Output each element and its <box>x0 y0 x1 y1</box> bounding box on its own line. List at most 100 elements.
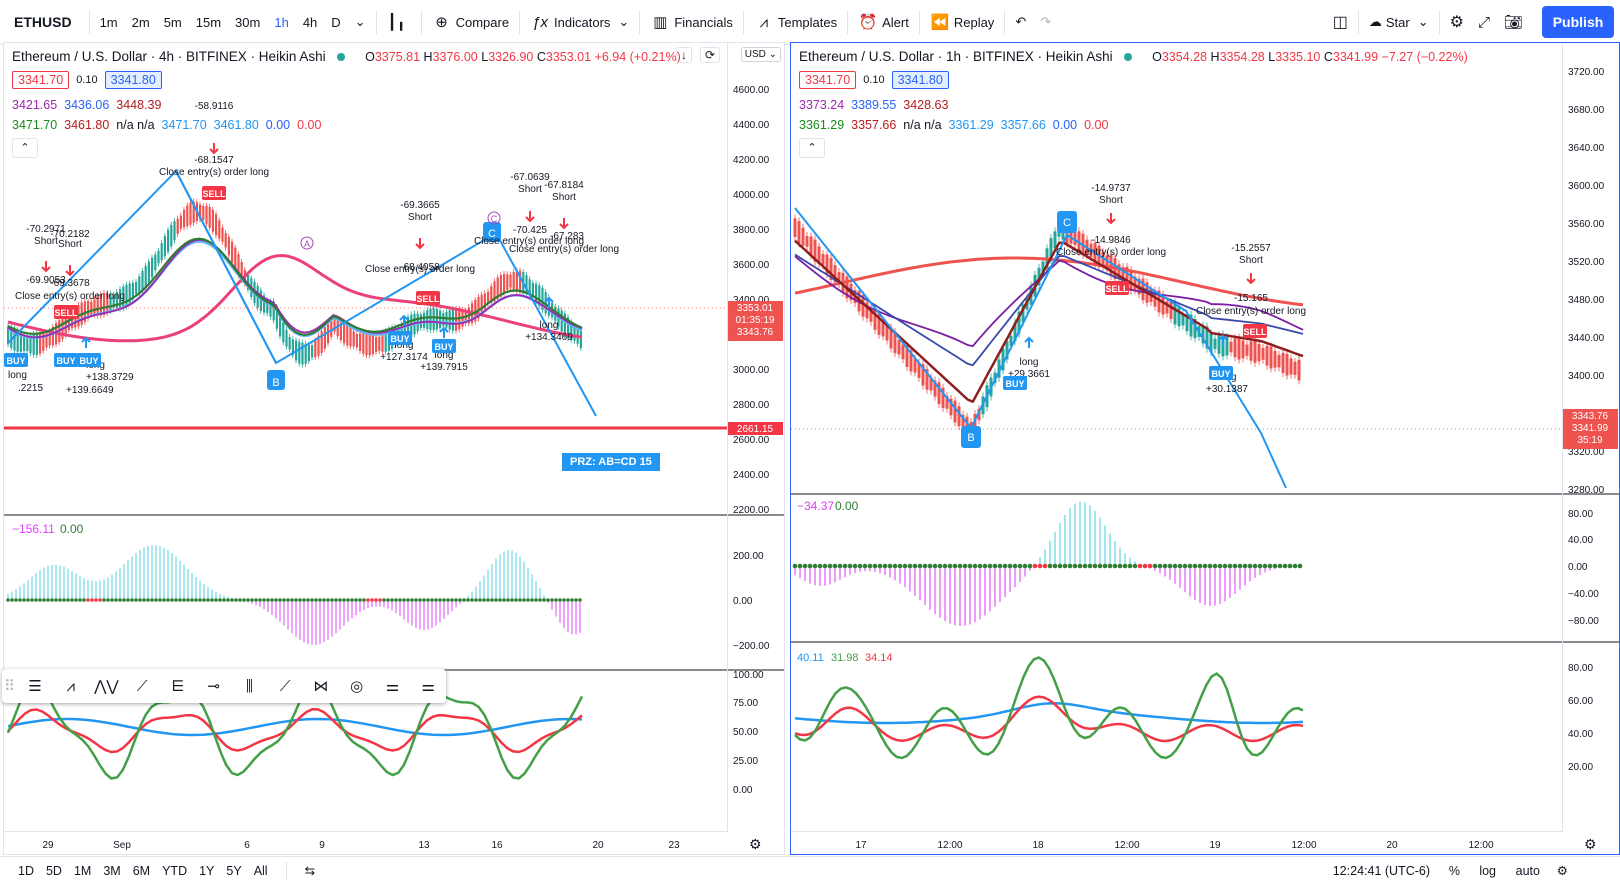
range-1m[interactable]: 1M <box>73 863 92 878</box>
more-lines-icon[interactable]: ⚌ <box>421 678 435 695</box>
indicator-legend-2[interactable]: 3361.29 3357.66 n/a n/a 3361.29 3357.66 … <box>799 118 1109 132</box>
chart-type-button[interactable]: ┃╻ <box>380 0 418 44</box>
buy-price-button[interactable]: 3341.80 <box>891 71 949 89</box>
price-tick-label: 3600.00 <box>1568 181 1605 192</box>
templates-button[interactable]: ⩘ Templates <box>747 0 844 44</box>
zero-cross-dot <box>932 563 938 569</box>
interval-5m[interactable]: 5m <box>163 14 182 30</box>
elliott-wave-icon[interactable]: ⩘ <box>66 677 75 695</box>
zero-cross-dot <box>558 598 562 602</box>
interval-30m[interactable]: 30m <box>235 14 261 30</box>
collapse-legend-button[interactable]: ⌃ <box>799 138 825 158</box>
fib-retracement-icon[interactable]: ☰ <box>28 678 42 695</box>
horizontal-ray-icon[interactable]: ⊸ <box>207 678 220 695</box>
candle-body <box>275 307 278 329</box>
price-tick-label: 3400.00 <box>1568 371 1605 382</box>
fx-icon: ƒx <box>532 13 548 31</box>
candle-body <box>1157 290 1161 313</box>
arrow-down-icon[interactable]: ↓ <box>675 47 692 63</box>
chart-pane-left[interactable]: 4600.00 4400.00 4200.00 4000.00 3800.00 3600.… <box>3 42 785 855</box>
goto-date-icon[interactable]: ⇆ <box>304 864 316 878</box>
interval-d[interactable]: D <box>331 14 341 30</box>
snapshot-button[interactable]: 📷︎ <box>1497 0 1530 44</box>
settings-gear-icon[interactable]: ⚙ <box>1556 864 1568 878</box>
candle-body <box>160 243 163 261</box>
xabcd-pattern-icon[interactable]: ⋈ <box>313 678 329 695</box>
chart-canvas-left[interactable]: 4600.00 4400.00 4200.00 4000.00 3800.00 3600.… <box>4 43 784 854</box>
chevron-down-icon[interactable]: ⌄ <box>354 14 366 29</box>
chart-canvas-right[interactable]: 3720.00 3680.00 3640.00 3600.00 3560.00 3520.… <box>791 43 1619 854</box>
currency-select[interactable]: USD ⌄ <box>740 47 781 62</box>
maximize-icon[interactable]: ⟳ <box>699 47 720 63</box>
sell-price-button[interactable]: 3341.70 <box>12 71 70 89</box>
ray-icon[interactable]: ⟋ <box>279 677 291 695</box>
candle-body <box>1073 232 1077 245</box>
range-3m[interactable]: 3M <box>103 863 121 878</box>
range-all[interactable]: All <box>253 863 268 878</box>
financials-button[interactable]: ▥ Financials <box>643 0 740 44</box>
zero-cross-dot <box>70 598 74 602</box>
compare-button[interactable]: ⊕ Compare <box>425 0 516 44</box>
range-1d[interactable]: 1D <box>18 863 34 878</box>
buy-price-button[interactable]: 3341.80 <box>104 71 162 89</box>
indicator-legend-1[interactable]: 3373.24 3389.55 3428.63 <box>799 98 949 112</box>
range-5y[interactable]: 5Y <box>226 863 242 878</box>
settings-button[interactable]: ⚙ <box>1443 0 1471 44</box>
interval-1m[interactable]: 1m <box>99 14 118 30</box>
candle-body <box>1161 294 1165 315</box>
price-tick-label: 3520.00 <box>1568 257 1605 268</box>
abc-pattern-icon[interactable]: ⋀⋁ <box>94 678 119 695</box>
fib-fan-icon[interactable]: ⋿ <box>171 678 185 695</box>
gann-box-icon[interactable]: ⫼ <box>245 677 253 695</box>
candle-body <box>1289 358 1293 375</box>
indicator-legend-2[interactable]: 3471.70 3461.80 n/a n/a 3471.70 3461.80 … <box>12 118 322 132</box>
zero-cross-dot <box>346 598 350 602</box>
percent-toggle[interactable]: % <box>1448 863 1460 878</box>
candle-body <box>291 339 294 356</box>
layout-button[interactable]: ◫ <box>1326 0 1355 44</box>
candle-body <box>483 293 486 310</box>
alert-button[interactable]: ⏰ Alert <box>858 14 909 31</box>
interval-1h[interactable]: 1h <box>274 14 289 30</box>
indicators-button[interactable]: ƒx Indicators ⌄ <box>523 0 636 44</box>
settings-lines-icon[interactable]: ⚌ <box>385 678 400 695</box>
candle-body <box>224 233 227 248</box>
interval-2m[interactable]: 2m <box>131 14 150 30</box>
chart-title[interactable]: Ethereum / U.S. Dollar · 1h · BITFINEX ·… <box>799 49 1113 64</box>
undo-button[interactable]: ↶ <box>1008 0 1033 44</box>
indicator-legend-1[interactable]: 3421.65 3436.06 3448.39 <box>12 98 162 112</box>
range-ytd[interactable]: YTD <box>162 863 188 878</box>
candle-body <box>167 229 170 252</box>
interval-4h[interactable]: 4h <box>302 14 318 30</box>
fib-circle-icon[interactable]: ◎ <box>350 678 364 695</box>
interval-15m[interactable]: 15m <box>195 14 222 30</box>
time-axis-left[interactable] <box>4 831 728 854</box>
collapse-legend-button[interactable]: ⌃ <box>12 138 38 158</box>
replay-button[interactable]: ⏪ Replay <box>930 14 995 31</box>
range-6m[interactable]: 6M <box>132 863 151 878</box>
trend-line-icon[interactable]: ⟋ <box>136 677 148 695</box>
chart-pane-right[interactable]: 3720.00 3680.00 3640.00 3600.00 3560.00 3520.… <box>790 42 1620 855</box>
redo-button[interactable]: ↷ <box>1033 0 1058 44</box>
range-1y[interactable]: 1Y <box>199 863 215 878</box>
publish-button[interactable]: Publish <box>1542 6 1614 38</box>
zero-cross-dot <box>530 598 534 602</box>
zero-cross-dot <box>146 598 150 602</box>
zero-cross-dot <box>18 598 22 602</box>
time-axis-right[interactable] <box>791 831 1563 854</box>
chart-title[interactable]: Ethereum / U.S. Dollar · 4h · BITFINEX ·… <box>12 49 326 64</box>
price-axis-right[interactable] <box>1562 43 1619 832</box>
zero-cross-dot <box>58 598 62 602</box>
sell-price-button[interactable]: 3341.70 <box>799 71 857 89</box>
star-button[interactable]: ☁ Star ⌄ <box>1368 14 1429 30</box>
price-axis-left[interactable]: USD ⌄ <box>727 43 784 832</box>
log-toggle[interactable]: log <box>1479 863 1496 878</box>
auto-toggle[interactable]: auto <box>1515 863 1540 878</box>
fullscreen-button[interactable]: ⤢ <box>1471 0 1497 44</box>
drag-handle-icon[interactable]: ⠿ <box>4 678 16 695</box>
clock-time[interactable]: 12:24:41 (UTC-6) <box>1332 863 1430 878</box>
trade-tag-text: SELL <box>202 189 226 199</box>
candle-body <box>208 206 211 228</box>
symbol-search[interactable]: ETHUSD <box>14 14 72 30</box>
range-5d[interactable]: 5D <box>45 863 62 878</box>
